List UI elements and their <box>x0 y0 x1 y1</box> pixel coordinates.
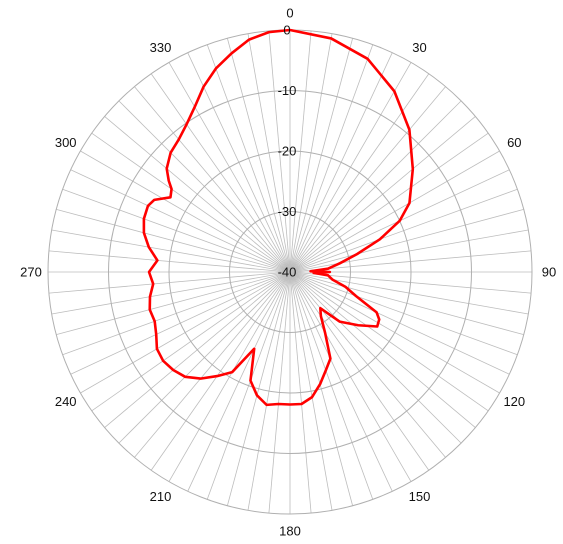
ring-label: -20 <box>278 144 297 159</box>
ring-label: -10 <box>278 83 297 98</box>
ring-label: -30 <box>278 204 297 219</box>
angle-label: 180 <box>279 524 301 539</box>
ring-circle <box>229 211 351 333</box>
series-line <box>142 28 415 407</box>
angle-label: 120 <box>503 394 525 409</box>
angle-label: 90 <box>542 265 556 280</box>
ring-label: -40 <box>278 265 297 280</box>
angle-label: 300 <box>55 135 77 150</box>
angle-label: 210 <box>150 489 172 504</box>
ring-circle <box>108 90 472 454</box>
angle-label: 270 <box>20 265 42 280</box>
angle-label: 240 <box>55 394 77 409</box>
ring-circle <box>168 150 412 394</box>
angle-label: 0 <box>286 6 293 21</box>
angle-label: 30 <box>412 40 426 55</box>
ring-label: 0 <box>283 23 290 38</box>
angle-label: 150 <box>409 489 431 504</box>
angle-label: 60 <box>507 135 521 150</box>
series-layer <box>142 28 415 407</box>
angle-labels: 0 30 60 90 120 150 180 210 240 270 300 330 <box>20 6 556 539</box>
ring-labels: 0 -10 -20 -30 -40 <box>278 23 297 280</box>
angle-label: 330 <box>150 40 172 55</box>
